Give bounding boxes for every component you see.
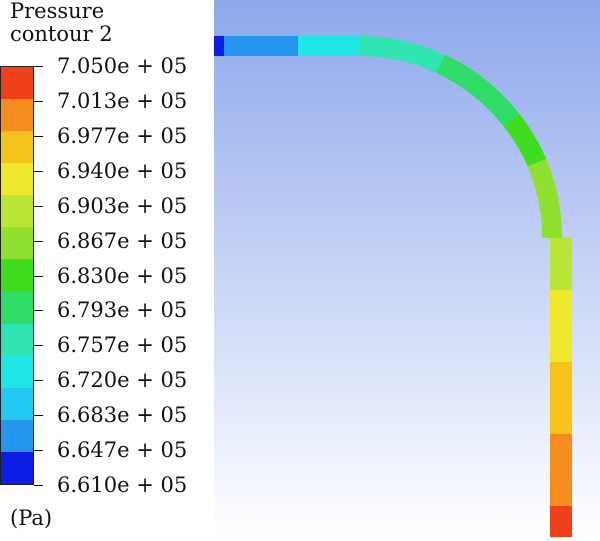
tick-mark: [34, 450, 43, 452]
tick-label: 6.610e + 05: [57, 473, 188, 497]
pipe-band-vert-2: [550, 290, 572, 362]
color-band-2: [1, 131, 33, 164]
tick-label: 7.050e + 05: [57, 54, 188, 78]
color-band-4: [1, 195, 33, 228]
color-band-3: [1, 163, 33, 196]
color-band-5: [1, 227, 33, 260]
viewport-background: [214, 0, 600, 537]
tick-mark: [34, 485, 43, 486]
pipe-band-elbow-3: [503, 113, 547, 167]
tick-label: 6.793e + 05: [57, 298, 188, 323]
tick-mark: [34, 415, 43, 417]
pipe-band-inlet-3: [298, 36, 360, 56]
color-band-11: [1, 419, 33, 452]
tick-mark: [34, 380, 43, 382]
tick-mark: [34, 345, 43, 347]
pipe-contour-render: [214, 0, 600, 537]
tick-mark: [34, 66, 43, 67]
color-band-9: [1, 355, 33, 388]
pipe-band-elbow-4: [527, 158, 563, 238]
color-band-7: [1, 291, 33, 324]
color-band-0: [1, 67, 33, 100]
tick-label: 6.903e + 05: [57, 193, 188, 218]
pipe-band-vert-4: [550, 434, 572, 506]
pipe-band-elbow-1: [360, 36, 445, 73]
pipe-band-inlet: [214, 36, 224, 56]
tick-mark: [34, 135, 43, 137]
tick-mark: [34, 240, 43, 242]
tick-mark: [34, 205, 43, 207]
pipe-band-vert-1: [550, 238, 572, 290]
tick-label: 7.013e + 05: [57, 88, 188, 113]
pipe-band-elbow-2: [436, 54, 520, 127]
legend-title: Pressure contour 2: [10, 0, 200, 46]
color-scale-bar: [0, 66, 34, 485]
legend-unit: (Pa): [10, 506, 53, 530]
color-band-10: [1, 387, 33, 420]
tick-label: 6.977e + 05: [57, 123, 188, 148]
tick-label: 6.867e + 05: [57, 228, 188, 253]
pipe-band-vert-3: [550, 362, 572, 434]
tick-label: 6.720e + 05: [57, 368, 188, 393]
pipe-band-outlet: [550, 506, 572, 537]
tick-label: 6.683e + 05: [57, 403, 188, 428]
tick-mark: [34, 170, 43, 172]
tick-mark: [34, 100, 43, 102]
viewport-3d[interactable]: [214, 0, 600, 537]
color-band-1: [1, 99, 33, 132]
pipe-band-inlet-2: [224, 36, 298, 56]
legend-title-line2: contour 2: [10, 22, 113, 46]
tick-label: 6.940e + 05: [57, 158, 188, 183]
tick-mark: [34, 275, 43, 277]
color-band-8: [1, 323, 33, 356]
color-band-12: [1, 451, 33, 485]
tick-label: 6.830e + 05: [57, 263, 188, 288]
tick-label: 6.757e + 05: [57, 333, 188, 358]
legend-title-line1: Pressure: [10, 0, 105, 23]
color-band-6: [1, 259, 33, 292]
tick-label: 6.647e + 05: [57, 438, 188, 463]
tick-mark: [34, 310, 43, 312]
